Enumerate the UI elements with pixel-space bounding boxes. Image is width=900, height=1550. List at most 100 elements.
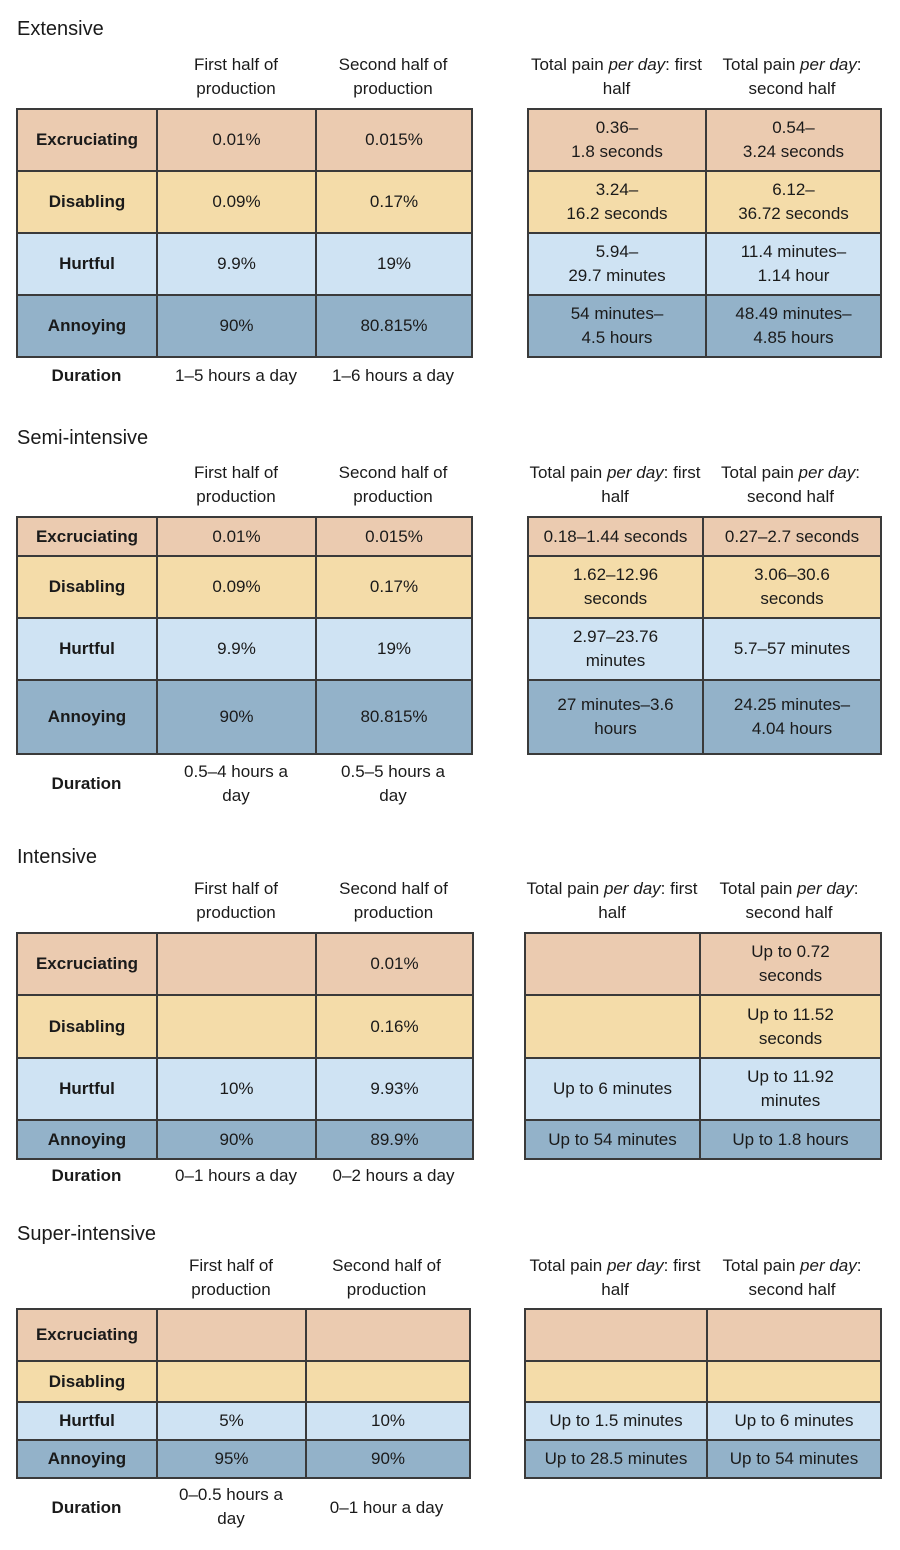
row-label: Disabling [16,555,158,619]
cell-first-half: 95% [156,1439,307,1479]
row-annoying: Up to 54 minutes Up to 1.8 hours [524,1119,882,1160]
cell-second-half: 80.815% [315,679,473,755]
cell-pain-first-half: Up to 6 minutes [524,1057,701,1121]
row-annoying: 54 minutes– 4.5 hours 48.49 minutes– 4.8… [527,294,882,358]
cell-second-half: 0.015% [315,108,473,172]
cell-first-half: 90% [156,1119,317,1160]
row-annoying: Up to 28.5 minutes Up to 54 minutes [524,1439,882,1479]
row-disabling: Disabling [16,1360,471,1403]
row-label: Excruciating [16,932,158,996]
row-hurtful: 2.97–23.76 minutes 5.7–57 minutes [527,617,882,681]
row-hurtful: Up to 1.5 minutes Up to 6 minutes [524,1401,882,1441]
header-second-half: Second half of production [338,55,448,98]
cell-pain-first-half [524,1360,708,1403]
cell-pain-second-half: 6.12– 36.72 seconds [705,170,882,234]
header-second-half: Second half of production [332,1256,441,1299]
header-second-half: Second half of production [338,463,448,506]
row-label: Annoying [16,1119,158,1160]
cell-first-half: 9.9% [156,232,317,296]
row-hurtful: Up to 6 minutes Up to 11.92 minutes [524,1057,882,1121]
row-annoying: Annoying 90% 80.815% [16,679,473,755]
cell-first-half: 5% [156,1401,307,1441]
row-hurtful: Hurtful 5% 10% [16,1401,471,1441]
percentage-table: Excruciating 0.01% 0.015% Disabling 0.09… [16,516,473,755]
section-title: Super-intensive [17,1223,156,1245]
row-excruciating: Up to 0.72 seconds [524,932,882,996]
pain-table: 0.18–1.44 seconds 0.27–2.7 seconds 1.62–… [527,516,882,755]
pain-table: Up to 1.5 minutes Up to 6 minutes Up to … [524,1308,882,1479]
cell-second-half: 9.93% [315,1057,474,1121]
cell-pain-second-half: Up to 11.52 seconds [699,994,882,1059]
cell-pain-first-half: 27 minutes–3.6 hours [527,679,704,755]
pain-table: 0.36– 1.8 seconds 0.54– 3.24 seconds 3.2… [527,108,882,358]
row-disabling [524,1360,882,1403]
cell-second-half [305,1360,471,1403]
cell-second-half: 19% [315,232,473,296]
row-disabling: Up to 11.52 seconds [524,994,882,1059]
cell-second-half: 0.015% [315,516,473,557]
cell-pain-first-half [524,994,701,1059]
row-disabling: Disabling 0.16% [16,994,474,1059]
row-excruciating: Excruciating [16,1308,471,1362]
pain-table: Up to 0.72 seconds Up to 11.52 seconds U… [524,932,882,1160]
duration-first-half: 0.5–4 hours a day [184,762,288,805]
row-label: Disabling [16,994,158,1059]
cell-pain-first-half: 1.62–12.96 seconds [527,555,704,619]
cell-first-half [156,932,317,996]
section-title: Intensive [17,846,98,868]
cell-pain-second-half: 0.27–2.7 seconds [702,516,882,557]
header-first-half: First half of production [188,1256,274,1299]
cell-first-half: 0.09% [156,170,317,234]
row-label: Hurtful [16,232,158,296]
row-disabling: 3.24– 16.2 seconds 6.12– 36.72 seconds [527,170,882,234]
row-hurtful: 5.94– 29.7 minutes 11.4 minutes– 1.14 ho… [527,232,882,296]
duration-label: Duration [51,774,122,793]
cell-pain-first-half [524,932,701,996]
duration-first-half: 1–5 hours a day [175,366,297,385]
header-pain-first-half: Total pain per day: first half [529,463,701,506]
percentage-table: Excruciating 0.01% Disabling 0.16% Hurtf… [16,932,474,1160]
cell-second-half: 89.9% [315,1119,474,1160]
cell-second-half: 19% [315,617,473,681]
cell-first-half: 0.01% [156,516,317,557]
row-label: Disabling [16,1360,158,1403]
header-pain-second-half: Total pain per day: second half [722,55,862,98]
header-pain-second-half: Total pain per day: second half [719,879,859,922]
cell-first-half: 90% [156,294,317,358]
cell-second-half [305,1308,471,1362]
cell-pain-first-half [524,1308,708,1362]
row-excruciating: Excruciating 0.01% [16,932,474,996]
duration-second-half: 0–1 hour a day [329,1498,444,1517]
cell-pain-first-half: Up to 54 minutes [524,1119,701,1160]
section-title: Semi-intensive [17,427,149,449]
cell-second-half: 0.17% [315,555,473,619]
row-hurtful: Hurtful 10% 9.93% [16,1057,474,1121]
header-first-half: First half of production [193,879,279,922]
cell-first-half: 10% [156,1057,317,1121]
cell-pain-first-half: 54 minutes– 4.5 hours [527,294,707,358]
cell-first-half: 9.9% [156,617,317,681]
cell-first-half [156,994,317,1059]
row-excruciating: 0.36– 1.8 seconds 0.54– 3.24 seconds [527,108,882,172]
cell-first-half: 0.09% [156,555,317,619]
row-disabling: Disabling 0.09% 0.17% [16,555,473,619]
cell-pain-second-half [706,1360,882,1403]
duration-first-half: 0–1 hours a day [175,1166,297,1185]
cell-pain-first-half: Up to 28.5 minutes [524,1439,708,1479]
row-excruciating [524,1308,882,1362]
duration-first-half: 0–0.5 hours a day [179,1485,283,1528]
cell-first-half: 0.01% [156,108,317,172]
cell-second-half: 10% [305,1401,471,1441]
cell-first-half [156,1308,307,1362]
cell-pain-second-half: Up to 0.72 seconds [699,932,882,996]
duration-second-half: 1–6 hours a day [332,366,454,385]
row-excruciating: 0.18–1.44 seconds 0.27–2.7 seconds [527,516,882,557]
cell-pain-second-half: Up to 11.92 minutes [699,1057,882,1121]
cell-pain-second-half: 24.25 minutes– 4.04 hours [702,679,882,755]
row-label: Excruciating [16,108,158,172]
cell-pain-second-half: 3.06–30.6 seconds [702,555,882,619]
cell-pain-second-half: Up to 6 minutes [706,1401,882,1441]
header-pain-first-half: Total pain per day: first half [529,1256,701,1299]
cell-pain-first-half: 3.24– 16.2 seconds [527,170,707,234]
row-annoying: Annoying 90% 80.815% [16,294,473,358]
